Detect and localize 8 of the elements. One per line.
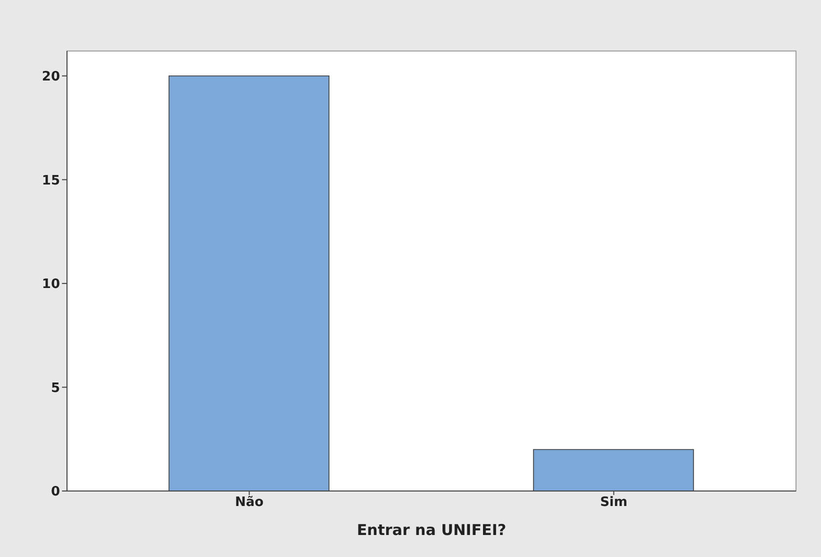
x-tick-label: Sim [600,495,628,510]
x-axis-title: Entrar na UNIFEI? [356,521,506,539]
y-tick-label: 15 [42,173,60,188]
y-tick-label: 10 [42,277,60,292]
y-tick-label: 20 [42,70,60,85]
x-tick-label: Não [234,495,264,510]
y-tick-label: 5 [50,380,60,396]
y-tick-label: 0 [50,484,60,500]
